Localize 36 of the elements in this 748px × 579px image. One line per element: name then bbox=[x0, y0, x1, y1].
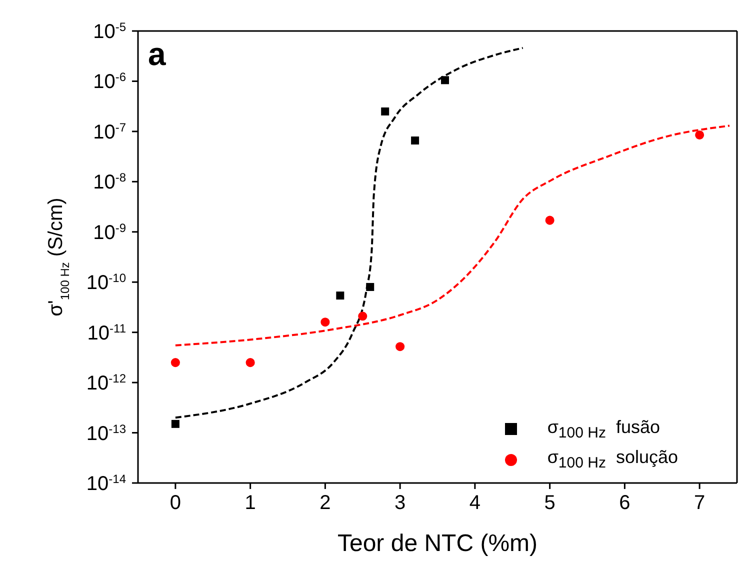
y-tick-label: 10$^{-9}$ bbox=[93, 220, 126, 244]
y-tick-label: 10$^{-12}$ bbox=[86, 372, 126, 395]
x-tick-label: 4 bbox=[469, 492, 480, 514]
legend-label: σ$_{100 Hz}$ fusão bbox=[547, 416, 660, 442]
point bbox=[440, 76, 449, 84]
y-tick-label: 10$^{-14}$ bbox=[86, 472, 126, 495]
point bbox=[320, 318, 330, 327]
x-tick-label: 2 bbox=[320, 492, 331, 514]
x-axis-title: Teor de NTC (%m) bbox=[337, 530, 538, 557]
x-tick-label: 6 bbox=[619, 492, 630, 514]
y-tick-label: 10$^{-5}$ bbox=[93, 20, 126, 43]
point bbox=[411, 136, 420, 145]
x-tick-label: 0 bbox=[170, 492, 181, 514]
point bbox=[358, 312, 368, 321]
point bbox=[171, 420, 180, 428]
point bbox=[695, 130, 704, 140]
x-tick-label: 3 bbox=[394, 492, 406, 514]
y-tick-label: 10$^{-10}$ bbox=[86, 271, 126, 294]
y-tick-label: 10$^{-6}$ bbox=[93, 70, 126, 94]
y-tick-label: 10$^{-7}$ bbox=[93, 120, 126, 144]
point bbox=[396, 342, 405, 352]
x-tick-label: 5 bbox=[544, 492, 556, 514]
point bbox=[246, 358, 255, 368]
y-tick-label: 10$^{-11}$ bbox=[87, 321, 126, 344]
point bbox=[366, 282, 374, 291]
point bbox=[381, 107, 390, 116]
point bbox=[336, 292, 344, 300]
y-tick-label: 10$^{-8}$ bbox=[93, 170, 126, 194]
point bbox=[170, 358, 180, 368]
x-tick-label: 7 bbox=[694, 492, 706, 514]
point bbox=[545, 216, 554, 225]
legend-label: σ$_{100 Hz}$ solução bbox=[547, 447, 678, 472]
y-tick-label: 10$^{-13}$ bbox=[86, 422, 126, 445]
x-tick-label: 1 bbox=[244, 492, 256, 514]
annotation: a bbox=[148, 36, 166, 73]
line-series bbox=[174, 124, 731, 346]
